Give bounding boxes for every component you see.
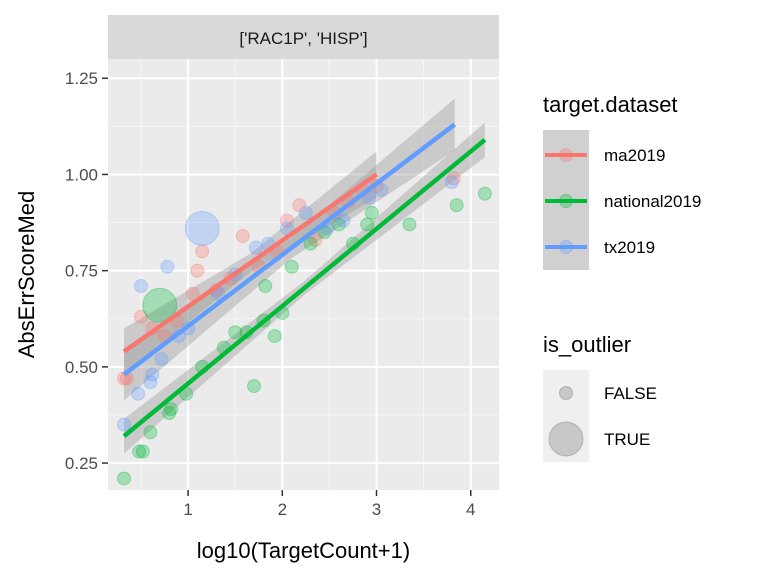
point-tx2019 [184, 210, 220, 246]
point-ma2019 [195, 244, 210, 259]
fit-line-national2019 [122, 138, 487, 438]
point-ma2019 [446, 171, 461, 186]
legend-size: FALSE TRUE [543, 370, 657, 462]
point-national2019 [364, 205, 379, 220]
legend-key-point-tx2019 [559, 240, 573, 254]
point-national2019 [402, 217, 417, 232]
legend-label-tx2019: tx2019 [604, 238, 655, 257]
point-ma2019 [185, 286, 200, 301]
x-axis-title: log10(TargetCount+1) [197, 538, 410, 563]
legend-size-key-FALSE [559, 386, 573, 400]
point-national2019 [164, 402, 179, 417]
legend-size-title: is_outlier [543, 332, 631, 357]
point-tx2019 [374, 182, 389, 197]
y-tick-label: 0.50 [65, 358, 98, 377]
fit-lines [122, 122, 487, 438]
point-national2019 [247, 379, 262, 394]
fit-line-tx2019 [122, 122, 457, 377]
point-national2019 [117, 471, 132, 486]
x-tick-label: 4 [466, 500, 475, 519]
facet-label: ['RAC1P', 'HISP'] [239, 29, 367, 48]
y-axis-title: AbsErrScoreMed [14, 191, 39, 359]
point-national2019 [258, 279, 273, 294]
point-national2019 [360, 217, 375, 232]
y-tick-label: 1.25 [65, 69, 98, 88]
point-ma2019 [308, 232, 323, 247]
point-tx2019 [298, 205, 313, 220]
point-tx2019 [145, 367, 160, 382]
legend-size-keys-bg [543, 370, 589, 462]
legend-label-ma2019: ma2019 [604, 146, 665, 165]
point-tx2019 [131, 386, 146, 401]
point-national2019 [142, 287, 178, 323]
point-national2019 [143, 425, 158, 440]
point-national2019 [284, 259, 299, 274]
point-tx2019 [154, 352, 169, 367]
point-tx2019 [133, 279, 148, 294]
point-tx2019 [444, 175, 459, 190]
axis-ticks: 1 2 3 4 0.25 0.50 0.75 1.00 1.25 [65, 69, 476, 519]
point-tx2019 [143, 375, 158, 390]
legend-size-label-FALSE: FALSE [604, 384, 657, 403]
point-tx2019 [336, 213, 351, 228]
legend-key-point-ma2019 [559, 148, 573, 162]
legend-size-key-TRUE [548, 421, 584, 457]
point-ma2019 [280, 213, 295, 228]
point-tx2019 [248, 240, 263, 255]
x-tick-label: 2 [278, 500, 287, 519]
y-tick-label: 0.25 [65, 454, 98, 473]
y-tick-label: 1.00 [65, 165, 98, 184]
point-national2019 [228, 325, 243, 340]
point-ma2019 [292, 198, 307, 213]
point-national2019 [449, 198, 464, 213]
legend-key-point-national2019 [559, 194, 573, 208]
plot-panel [108, 59, 499, 490]
point-ma2019 [235, 229, 250, 244]
point-national2019 [317, 225, 332, 240]
point-tx2019 [160, 259, 175, 274]
x-tick-label: 3 [372, 500, 381, 519]
scatter-points [117, 171, 492, 486]
legend-size-label-TRUE: TRUE [604, 430, 650, 449]
point-tx2019 [117, 417, 132, 432]
point-national2019 [303, 236, 318, 251]
x-tick-label: 1 [183, 500, 192, 519]
point-ma2019 [190, 263, 205, 278]
fit-line-ma2019 [122, 172, 378, 354]
point-national2019 [477, 186, 492, 201]
y-tick-label: 0.75 [65, 262, 98, 281]
legend-label-national2019: national2019 [604, 192, 701, 211]
facet-strip [108, 15, 499, 59]
point-national2019 [162, 406, 177, 421]
point-national2019 [267, 329, 282, 344]
point-national2019 [331, 217, 346, 232]
legend-color-title: target.dataset [543, 92, 678, 117]
point-national2019 [135, 444, 150, 459]
point-national2019 [132, 444, 147, 459]
legend-color: ma2019 national2019 tx2019 [543, 130, 701, 270]
point-ma2019 [133, 309, 148, 324]
